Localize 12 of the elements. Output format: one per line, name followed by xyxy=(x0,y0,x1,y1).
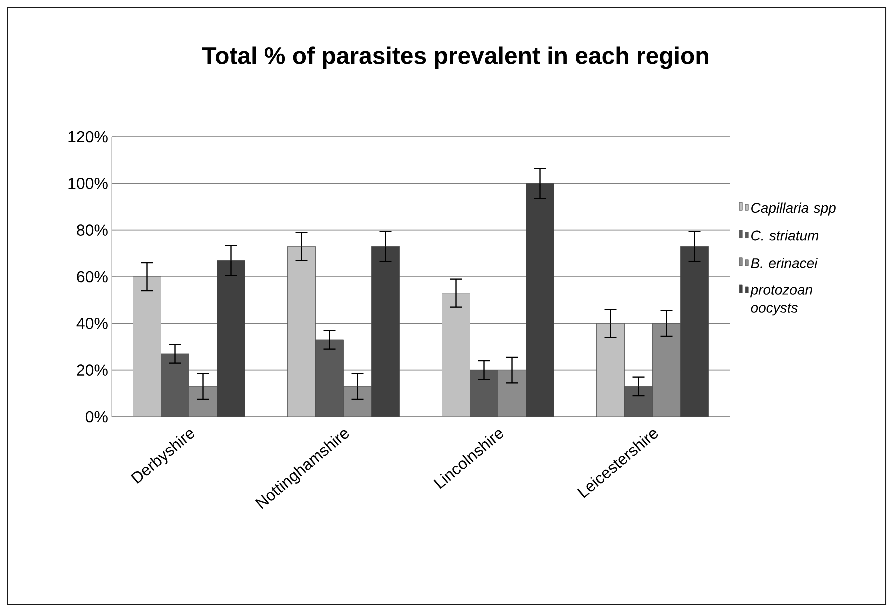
y-tick-label: 120% xyxy=(68,131,108,143)
chart-title: Total % of parasites prevalent in each region xyxy=(202,46,708,70)
y-tick-label: 40% xyxy=(76,318,108,330)
legend-label: B. erinacei xyxy=(751,258,818,268)
y-tick-label: 60% xyxy=(77,271,108,283)
legend-label: protozoan oocysts xyxy=(750,286,812,316)
y-tick-label: 100% xyxy=(68,178,108,190)
y-tick-label: 20% xyxy=(77,364,108,376)
y-tick-label: 0% xyxy=(86,411,108,423)
legend-label: C. striatum xyxy=(752,230,819,241)
legend-label: Capillaria spp xyxy=(752,202,836,216)
y-tick-label: 80% xyxy=(77,224,108,236)
